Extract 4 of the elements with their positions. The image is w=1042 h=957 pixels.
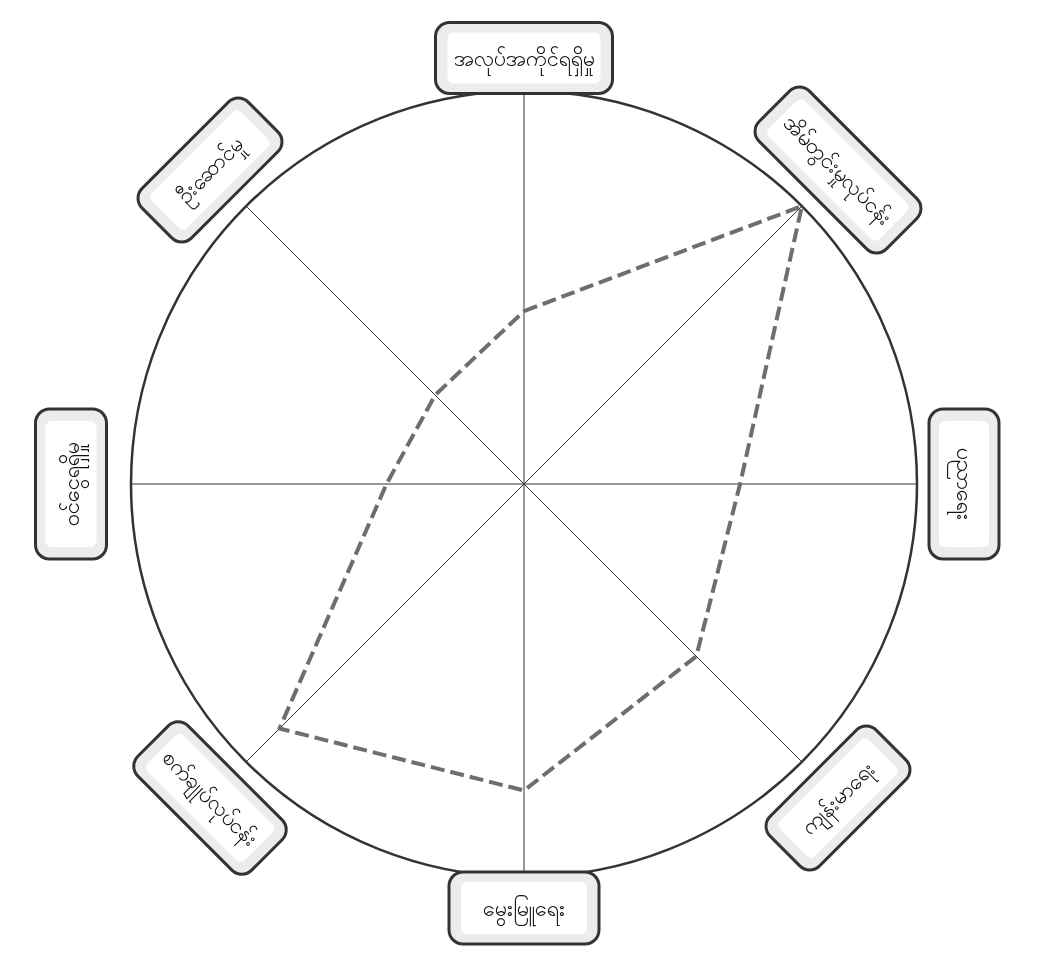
- spoke-label: မွေးမြူရေး: [483, 894, 565, 927]
- spoke-label: ပညာရေး: [946, 448, 977, 520]
- spoke-label: ဝင်ငွေရရှိမှု: [58, 442, 90, 526]
- spoke-label: အလုပ်အကိုင်ရရှိမှု: [453, 45, 595, 77]
